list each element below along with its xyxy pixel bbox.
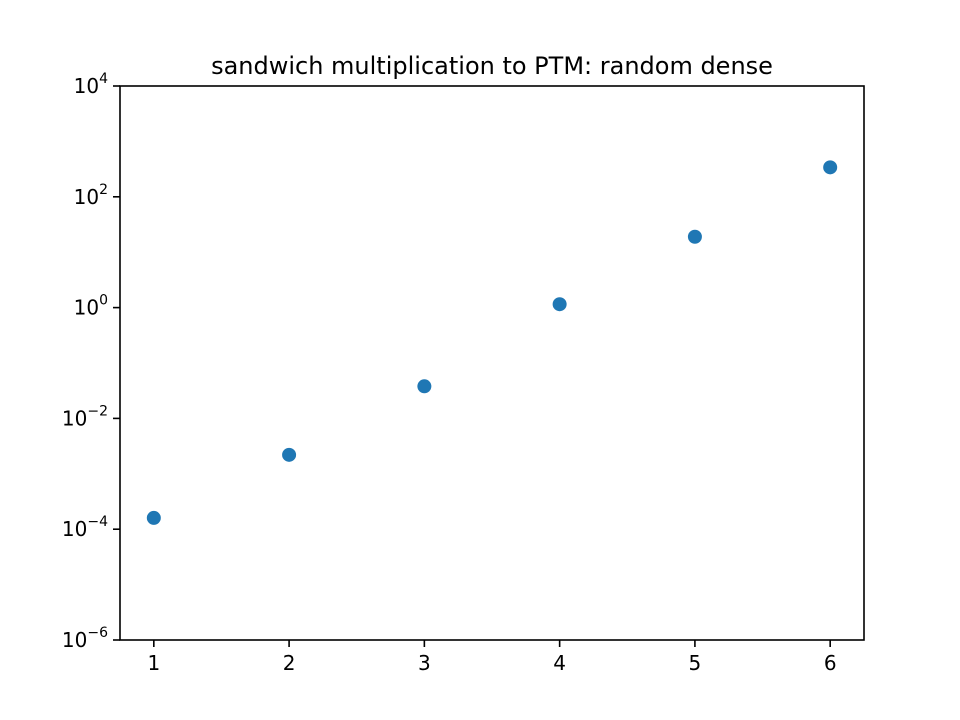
x-tick-label: 1 [147, 651, 160, 675]
y-tick-label: 10−6 [62, 625, 108, 652]
data-point [687, 229, 702, 244]
x-tick-label: 5 [689, 651, 702, 675]
data-point [823, 160, 838, 175]
axes-frame [119, 85, 865, 641]
y-axis: 10−6 10−4 10−2 100 102 104 [62, 71, 120, 652]
x-tick-label: 2 [283, 651, 296, 675]
data-point [282, 447, 297, 462]
x-axis: 1 2 3 4 5 6 [147, 640, 837, 675]
y-tick-label: 10−2 [62, 403, 108, 430]
y-tick-label: 10−4 [62, 514, 108, 541]
data-point [552, 297, 567, 312]
data-point [146, 510, 161, 525]
y-tick-label: 102 [74, 182, 108, 209]
x-tick-label: 3 [418, 651, 431, 675]
x-tick-label: 6 [824, 651, 837, 675]
y-tick-label: 100 [74, 293, 108, 320]
x-tick-label: 4 [553, 651, 566, 675]
data-point [417, 379, 432, 394]
chart-title: sandwich multiplication to PTM: random d… [211, 52, 773, 80]
plot-area [146, 160, 838, 525]
y-tick-label: 104 [74, 71, 108, 98]
